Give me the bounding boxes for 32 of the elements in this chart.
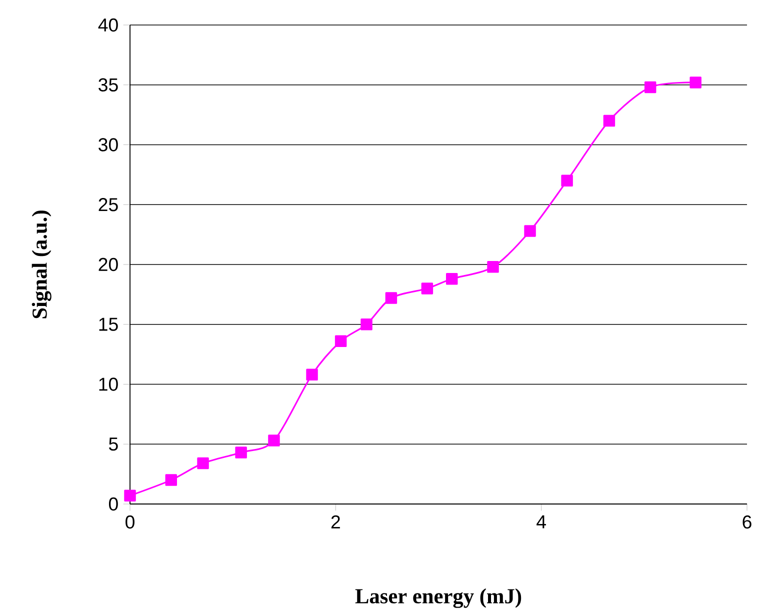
y-tick-label: 15: [99, 318, 118, 331]
y-tick-label: 25: [98, 198, 118, 212]
point: [644, 81, 656, 94]
point: [446, 273, 458, 285]
point: [421, 282, 434, 294]
point: [235, 446, 247, 458]
x-tick-label: 0: [126, 515, 134, 529]
point: [561, 174, 573, 187]
point: [334, 335, 347, 348]
y-tick-label: 0: [108, 497, 118, 511]
point: [360, 318, 372, 330]
y-tick-label: 20: [98, 258, 118, 272]
point: [306, 368, 318, 381]
x-tick-label: 4: [536, 515, 546, 528]
point: [197, 457, 209, 470]
y-tick-label: 5: [108, 438, 118, 451]
y-tick-label: 35: [98, 78, 118, 92]
point: [690, 76, 702, 88]
point: [603, 114, 616, 127]
point: [124, 490, 136, 502]
y-tick-label: 30: [98, 138, 118, 152]
point: [385, 292, 398, 304]
y-tick-label: 10: [99, 378, 118, 391]
point: [268, 434, 280, 446]
x-axis-title: Laser energy (mJ): [355, 588, 522, 608]
x-tick-label: 6: [742, 515, 752, 529]
x-tick-label: 2: [331, 515, 340, 528]
point: [165, 474, 178, 486]
y-axis-title: Signal (a.u.): [32, 210, 52, 318]
point: [487, 261, 499, 273]
point: [524, 225, 536, 237]
y-tick-label: 40: [98, 18, 118, 32]
